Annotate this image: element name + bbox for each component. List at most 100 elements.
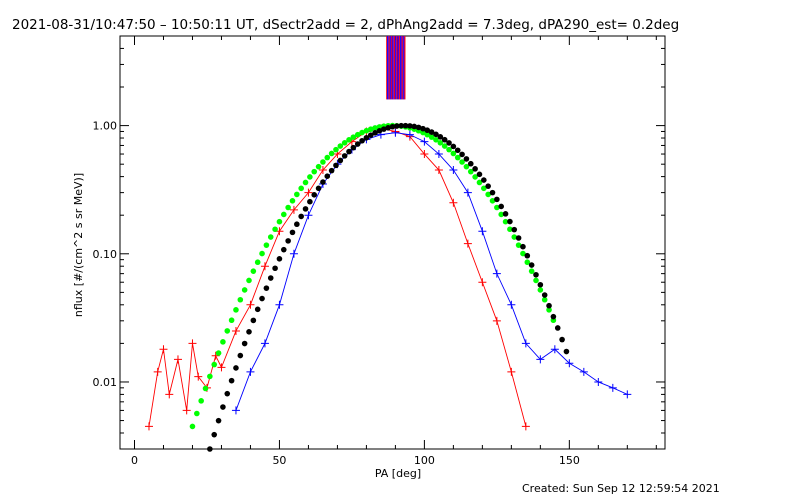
fit-point [267,234,274,240]
fit-point [241,287,248,293]
axis-ticks: 0 50 100 150 0.01 0.10 1.00 [93,35,665,467]
fit-point [241,340,248,347]
fit-point [220,404,226,410]
fit-point [515,242,522,248]
series-line-1 [235,132,628,411]
fit-point [272,265,278,272]
fit-point [537,287,544,293]
fit-point [511,226,518,233]
fit-point [502,218,509,225]
fit-point [285,204,291,211]
fit-point [511,234,518,240]
fit-point [207,373,213,380]
fit-point [250,268,257,274]
fit-point [263,285,270,291]
fit-point [259,295,265,302]
y-tick-label: 1.00 [93,120,118,133]
fit-point [554,325,561,331]
fit-point [228,317,235,324]
series-point [449,198,458,207]
fit-point [224,328,231,334]
fit-point [376,124,383,130]
series-point [246,367,255,376]
fit-point [211,361,218,368]
fit-point [546,307,552,313]
fit-point [489,198,496,204]
fit-point [441,143,448,149]
fit-point [411,123,418,130]
fit-point [307,198,313,205]
series-point [289,249,298,258]
fit-point [346,137,352,143]
fit-point [437,134,444,140]
fit-point [463,156,470,162]
fit-point [454,147,461,154]
fit-point [359,137,365,144]
fit-point [294,221,300,228]
series-point [231,406,240,415]
fit-point [324,154,331,161]
y-axis-label: nflux [#/(cm^2 s sr MeV)] [72,173,85,317]
fit-point [441,136,448,143]
fit-point [489,189,496,196]
series-point [579,367,588,376]
series-point [246,300,255,309]
fit-point [328,167,335,174]
fit-point [520,243,526,250]
fit-point [246,277,252,284]
fit-point [437,140,444,146]
fit-point [228,377,235,384]
fit-point [398,122,404,129]
fit-point [498,211,505,218]
fit-point [407,123,413,129]
fit-point [385,124,391,131]
fit-point [467,168,474,175]
fit-point [337,157,344,164]
series-point [521,422,530,431]
fit-point [198,398,204,404]
fit-point [524,259,531,266]
series-point [260,339,269,348]
fit-point [476,171,483,178]
fit-point [446,146,452,153]
series-point [182,406,191,415]
plot-area: 0 50 100 150 0.01 0.10 1.00 [93,35,666,467]
fit-point [233,307,239,313]
series-point [565,359,574,368]
series-point [521,339,530,348]
series-point [217,363,226,372]
fit-point [376,128,383,134]
fit-point [402,122,409,129]
fit-point [263,242,270,248]
series-point [188,339,197,348]
series-point [463,239,472,248]
x-tick-label: 0 [131,454,138,467]
fit-point [333,162,339,169]
fit-point [298,185,304,192]
series-point [173,355,182,364]
series-point [478,278,487,287]
chart-title: 2021-08-31/10:47:50 – 10:50:11 UT, dSect… [12,17,679,33]
fit-point [272,226,278,233]
fit-point [428,134,435,140]
series-point [231,326,240,335]
fit-point [494,196,500,203]
x-tick-label: 50 [272,454,286,467]
fit-point [515,235,522,241]
series-point [304,188,313,197]
fit-point [528,268,535,274]
series-point [289,205,298,214]
fit-point [350,144,357,151]
fit-point [541,296,548,303]
fit-point [459,151,465,158]
fit-point [389,123,396,130]
fit-point [233,365,239,371]
series-point [194,372,203,381]
fit-point [520,250,526,257]
fit-point [315,163,322,170]
fit-point [507,218,513,225]
fit-curves [189,122,570,452]
fit-point [533,271,539,278]
fit-point [454,154,461,161]
